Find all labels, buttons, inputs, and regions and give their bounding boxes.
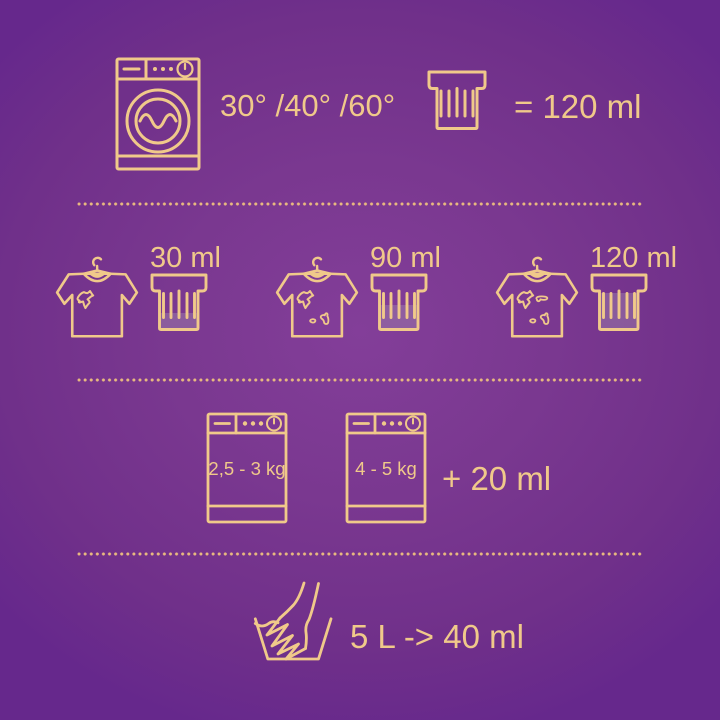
svg-text:2,5 - 3 kg: 2,5 - 3 kg: [208, 458, 285, 479]
svg-text:4 - 5 kg: 4 - 5 kg: [355, 458, 417, 479]
